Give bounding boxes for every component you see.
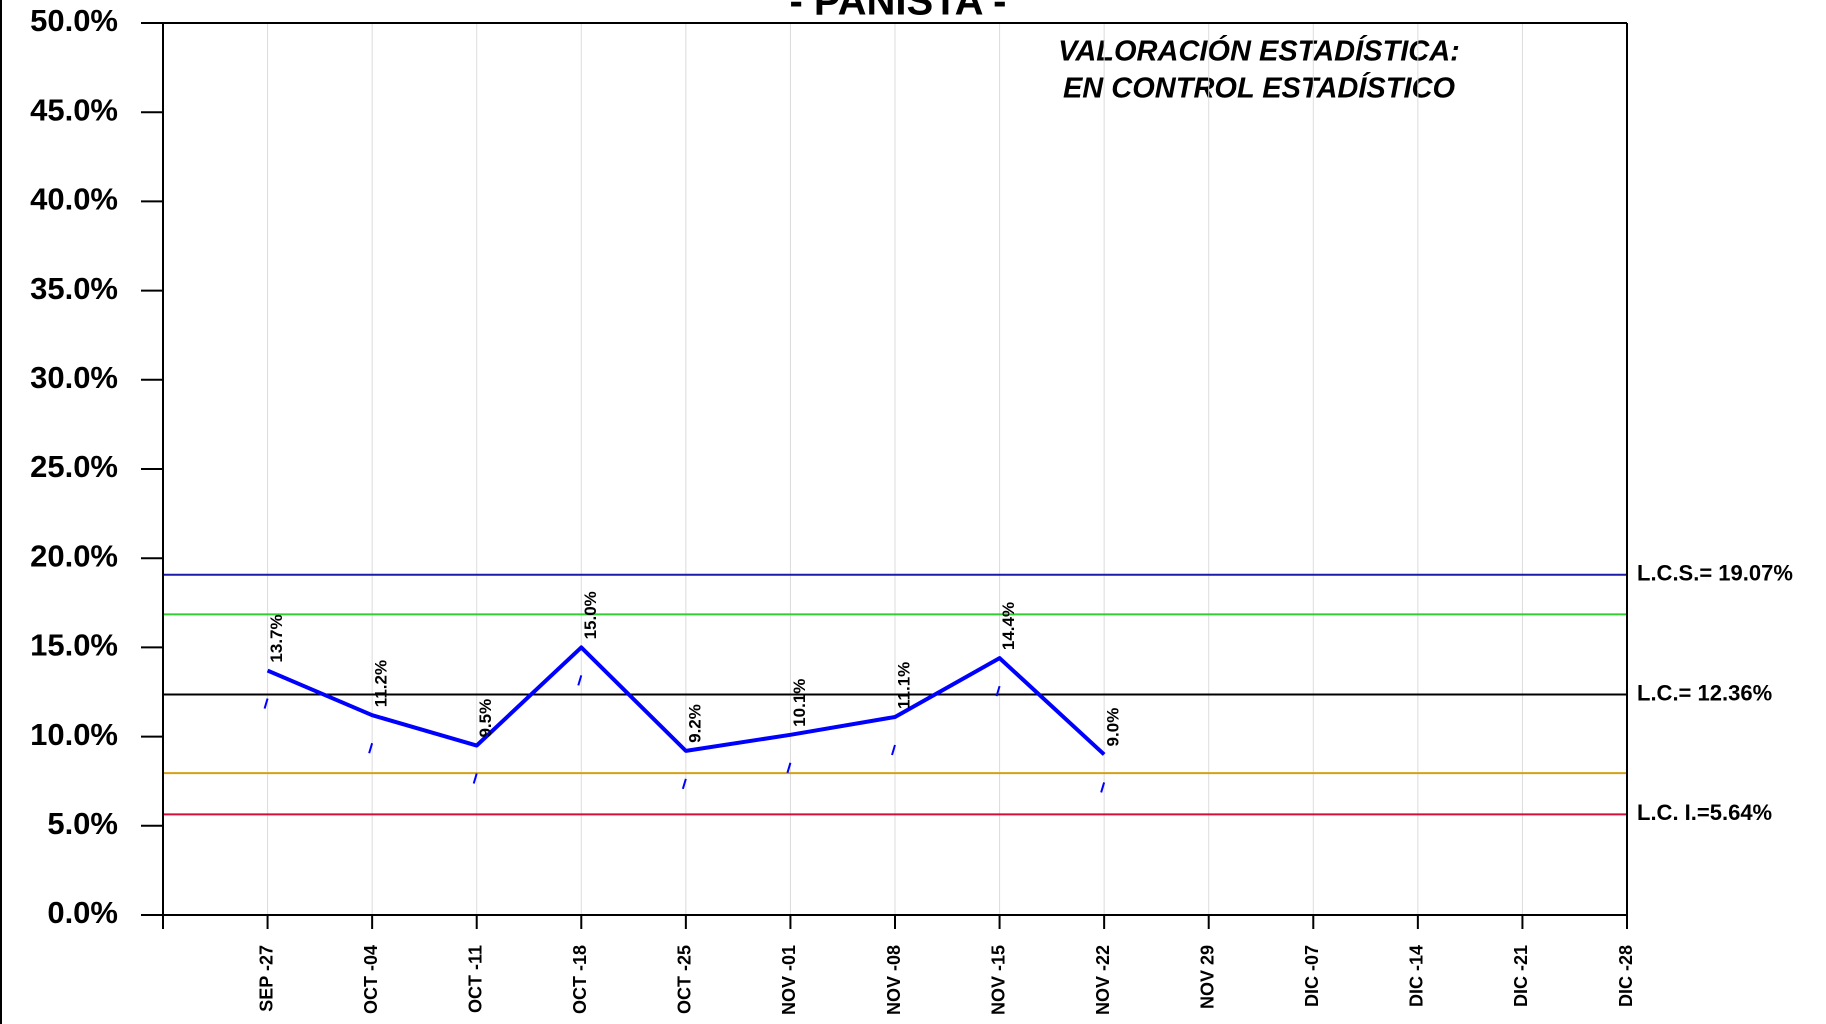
control-label: L.C. I.=5.64% xyxy=(1637,800,1772,825)
y-tick-label: 15.0% xyxy=(30,628,118,663)
point-tick xyxy=(1100,782,1106,793)
data-label: 10.1% xyxy=(790,679,809,727)
control-label: L.C.= 12.36% xyxy=(1637,680,1772,705)
control-label: L.C.S.= 19.07% xyxy=(1637,561,1793,586)
data-label: 9.2% xyxy=(685,704,704,743)
x-tick-label: DIC -14 xyxy=(1407,945,1427,1007)
x-tick-label: OCT -18 xyxy=(570,945,590,1014)
data-label: 15.0% xyxy=(581,591,600,639)
y-tick-label: 50.0% xyxy=(30,3,118,38)
annotation: EN CONTROL ESTADÍSTICO xyxy=(1063,72,1455,105)
y-tick-label: 35.0% xyxy=(30,271,118,306)
x-tick-label: NOV -22 xyxy=(1093,945,1113,1015)
point-tick xyxy=(472,773,478,784)
x-tick-label: NOV -01 xyxy=(779,945,799,1015)
y-tick-label: 5.0% xyxy=(47,806,118,841)
y-tick-label: 40.0% xyxy=(30,182,118,217)
y-tick-label: 20.0% xyxy=(30,538,118,573)
x-tick-label: DIC -28 xyxy=(1616,945,1636,1007)
x-tick-label: NOV -08 xyxy=(884,945,904,1015)
point-tick xyxy=(263,698,269,709)
data-label: 9.0% xyxy=(1104,708,1123,747)
x-tick-label: OCT -11 xyxy=(465,945,485,1013)
point-tick xyxy=(891,744,896,756)
x-tick-label: OCT -25 xyxy=(675,945,695,1014)
point-tick xyxy=(681,778,687,790)
point-tick xyxy=(577,675,583,686)
x-tick-label: SEP -27 xyxy=(256,945,276,1012)
x-tick-label: NOV -15 xyxy=(988,945,1008,1015)
y-tick-label: 30.0% xyxy=(30,360,118,395)
annotation: VALORACIÓN ESTADÍSTICA: xyxy=(1058,34,1460,68)
x-tick-label: DIC -07 xyxy=(1302,945,1322,1007)
x-tick-label: DIC -21 xyxy=(1511,945,1531,1007)
x-tick-label: OCT -04 xyxy=(361,945,381,1014)
point-tick xyxy=(995,685,1001,697)
data-label: 13.7% xyxy=(267,614,286,662)
chart-title: - PANISTA - xyxy=(789,0,1006,24)
point-tick xyxy=(368,742,374,754)
x-tick-label: NOV 29 xyxy=(1197,945,1217,1009)
data-label: 11.2% xyxy=(372,660,391,707)
y-tick-label: 0.0% xyxy=(47,895,118,930)
point-tick xyxy=(786,762,792,774)
data-label: 9.5% xyxy=(476,699,495,738)
data-line xyxy=(266,645,1106,756)
data-label: 14.4% xyxy=(999,602,1018,650)
y-tick-label: 25.0% xyxy=(30,449,118,484)
y-tick-label: 10.0% xyxy=(30,717,118,752)
y-tick-label: 45.0% xyxy=(30,92,118,127)
data-label: 11.1% xyxy=(894,662,913,709)
